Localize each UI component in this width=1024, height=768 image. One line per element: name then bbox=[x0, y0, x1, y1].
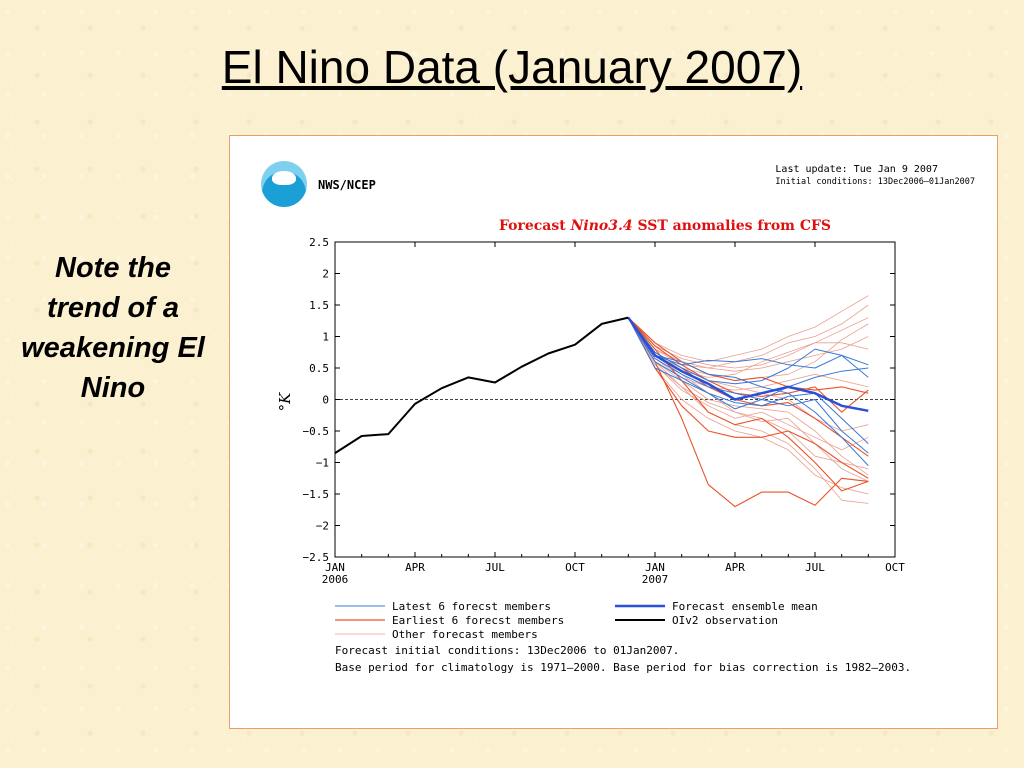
other-member-line bbox=[627, 304, 869, 369]
other-member-line bbox=[628, 295, 869, 363]
other-member-line bbox=[627, 317, 869, 372]
y-tick-label: 0.5 bbox=[309, 362, 329, 375]
agency-label: NWS/NCEP bbox=[318, 178, 376, 192]
footnote-line: Forecast initial conditions: 13Dec2006 t… bbox=[335, 644, 679, 657]
earliest-member-line bbox=[627, 317, 869, 479]
x-tick-label: JUL bbox=[805, 561, 825, 574]
nino34-chart: Forecast Nino3.4 SST anomalies from CFS … bbox=[276, 218, 911, 674]
x-tick-label: JAN bbox=[645, 561, 665, 574]
y-tick-label: 0 bbox=[322, 394, 329, 407]
chart-title-italic: Nino3.4 bbox=[570, 218, 633, 234]
other-member-line bbox=[627, 317, 869, 482]
chart-title-prefix: Forecast bbox=[499, 218, 571, 234]
chart-title: Forecast Nino3.4 SST anomalies from CFS bbox=[499, 218, 831, 234]
legend-label-other: Other forecast members bbox=[392, 628, 538, 641]
initial-conditions-text: Initial conditions: 13Dec2006–01Jan2007 bbox=[775, 177, 975, 187]
last-update-text: Last update: Tue Jan 9 2007 bbox=[775, 164, 938, 175]
x-tick-year: 2006 bbox=[322, 573, 349, 586]
y-tick-label: 2 bbox=[322, 268, 329, 281]
y-tick-label: −2.5 bbox=[303, 551, 330, 564]
y-tick-label: −1 bbox=[316, 457, 329, 470]
chart-panel: NWS/NCEP Last update: Tue Jan 9 2007 Ini… bbox=[229, 135, 998, 729]
earliest-member-line bbox=[627, 317, 869, 457]
y-tick-label: 1 bbox=[322, 331, 329, 344]
slide-title: El Nino Data (January 2007) bbox=[221, 41, 803, 93]
other-member-line bbox=[627, 317, 869, 504]
latest-member-line bbox=[627, 317, 869, 466]
y-tick-label: −1.5 bbox=[303, 488, 330, 501]
y-axis-label: °K bbox=[276, 392, 294, 412]
noaa-logo-icon bbox=[261, 161, 307, 207]
legend: Latest 6 forecst members Forecast ensembl… bbox=[335, 600, 818, 641]
y-tick-label: −2 bbox=[316, 520, 329, 533]
footnotes: Forecast initial conditions: 13Dec2006 t… bbox=[335, 644, 911, 674]
x-tick-label: APR bbox=[405, 561, 425, 574]
y-tick-label: −0.5 bbox=[303, 425, 330, 438]
annotation-note: Note the trend of a weakening El Nino bbox=[21, 252, 205, 404]
x-tick-label: OCT bbox=[565, 561, 585, 574]
noaa-gull-icon bbox=[272, 171, 296, 185]
other-member-line bbox=[627, 317, 869, 391]
x-tick-label: JUL bbox=[485, 561, 505, 574]
latest-member-line bbox=[627, 317, 869, 454]
other-member-line bbox=[627, 317, 869, 476]
x-tick-label: OCT bbox=[885, 561, 905, 574]
other-member-line bbox=[627, 317, 869, 470]
earliest-member-line bbox=[627, 317, 869, 394]
x-tick-label: APR bbox=[725, 561, 745, 574]
other-member-line bbox=[627, 317, 869, 495]
y-tick-label: 2.5 bbox=[309, 236, 329, 249]
earliest-member-line bbox=[627, 317, 869, 492]
chart-title-suffix: SST anomalies from CFS bbox=[637, 218, 831, 234]
latest-member-line bbox=[627, 317, 869, 444]
earliest-member-line bbox=[627, 317, 869, 508]
legend-label-observation: OIv2 observation bbox=[672, 614, 778, 627]
ensemble-mean-line bbox=[627, 316, 869, 413]
x-tick-year: 2007 bbox=[642, 573, 669, 586]
footnote-line: Base period for climatology is 1971–2000… bbox=[335, 661, 911, 674]
observation-line bbox=[334, 316, 629, 454]
update-info: Last update: Tue Jan 9 2007 Initial cond… bbox=[775, 164, 975, 188]
y-tick-label: 1.5 bbox=[309, 299, 329, 312]
legend-label-mean: Forecast ensemble mean bbox=[672, 600, 818, 613]
legend-label-earliest: Earliest 6 forecst members bbox=[392, 614, 564, 627]
legend-label-latest: Latest 6 forecst members bbox=[392, 600, 551, 613]
x-tick-label: JAN bbox=[325, 561, 345, 574]
